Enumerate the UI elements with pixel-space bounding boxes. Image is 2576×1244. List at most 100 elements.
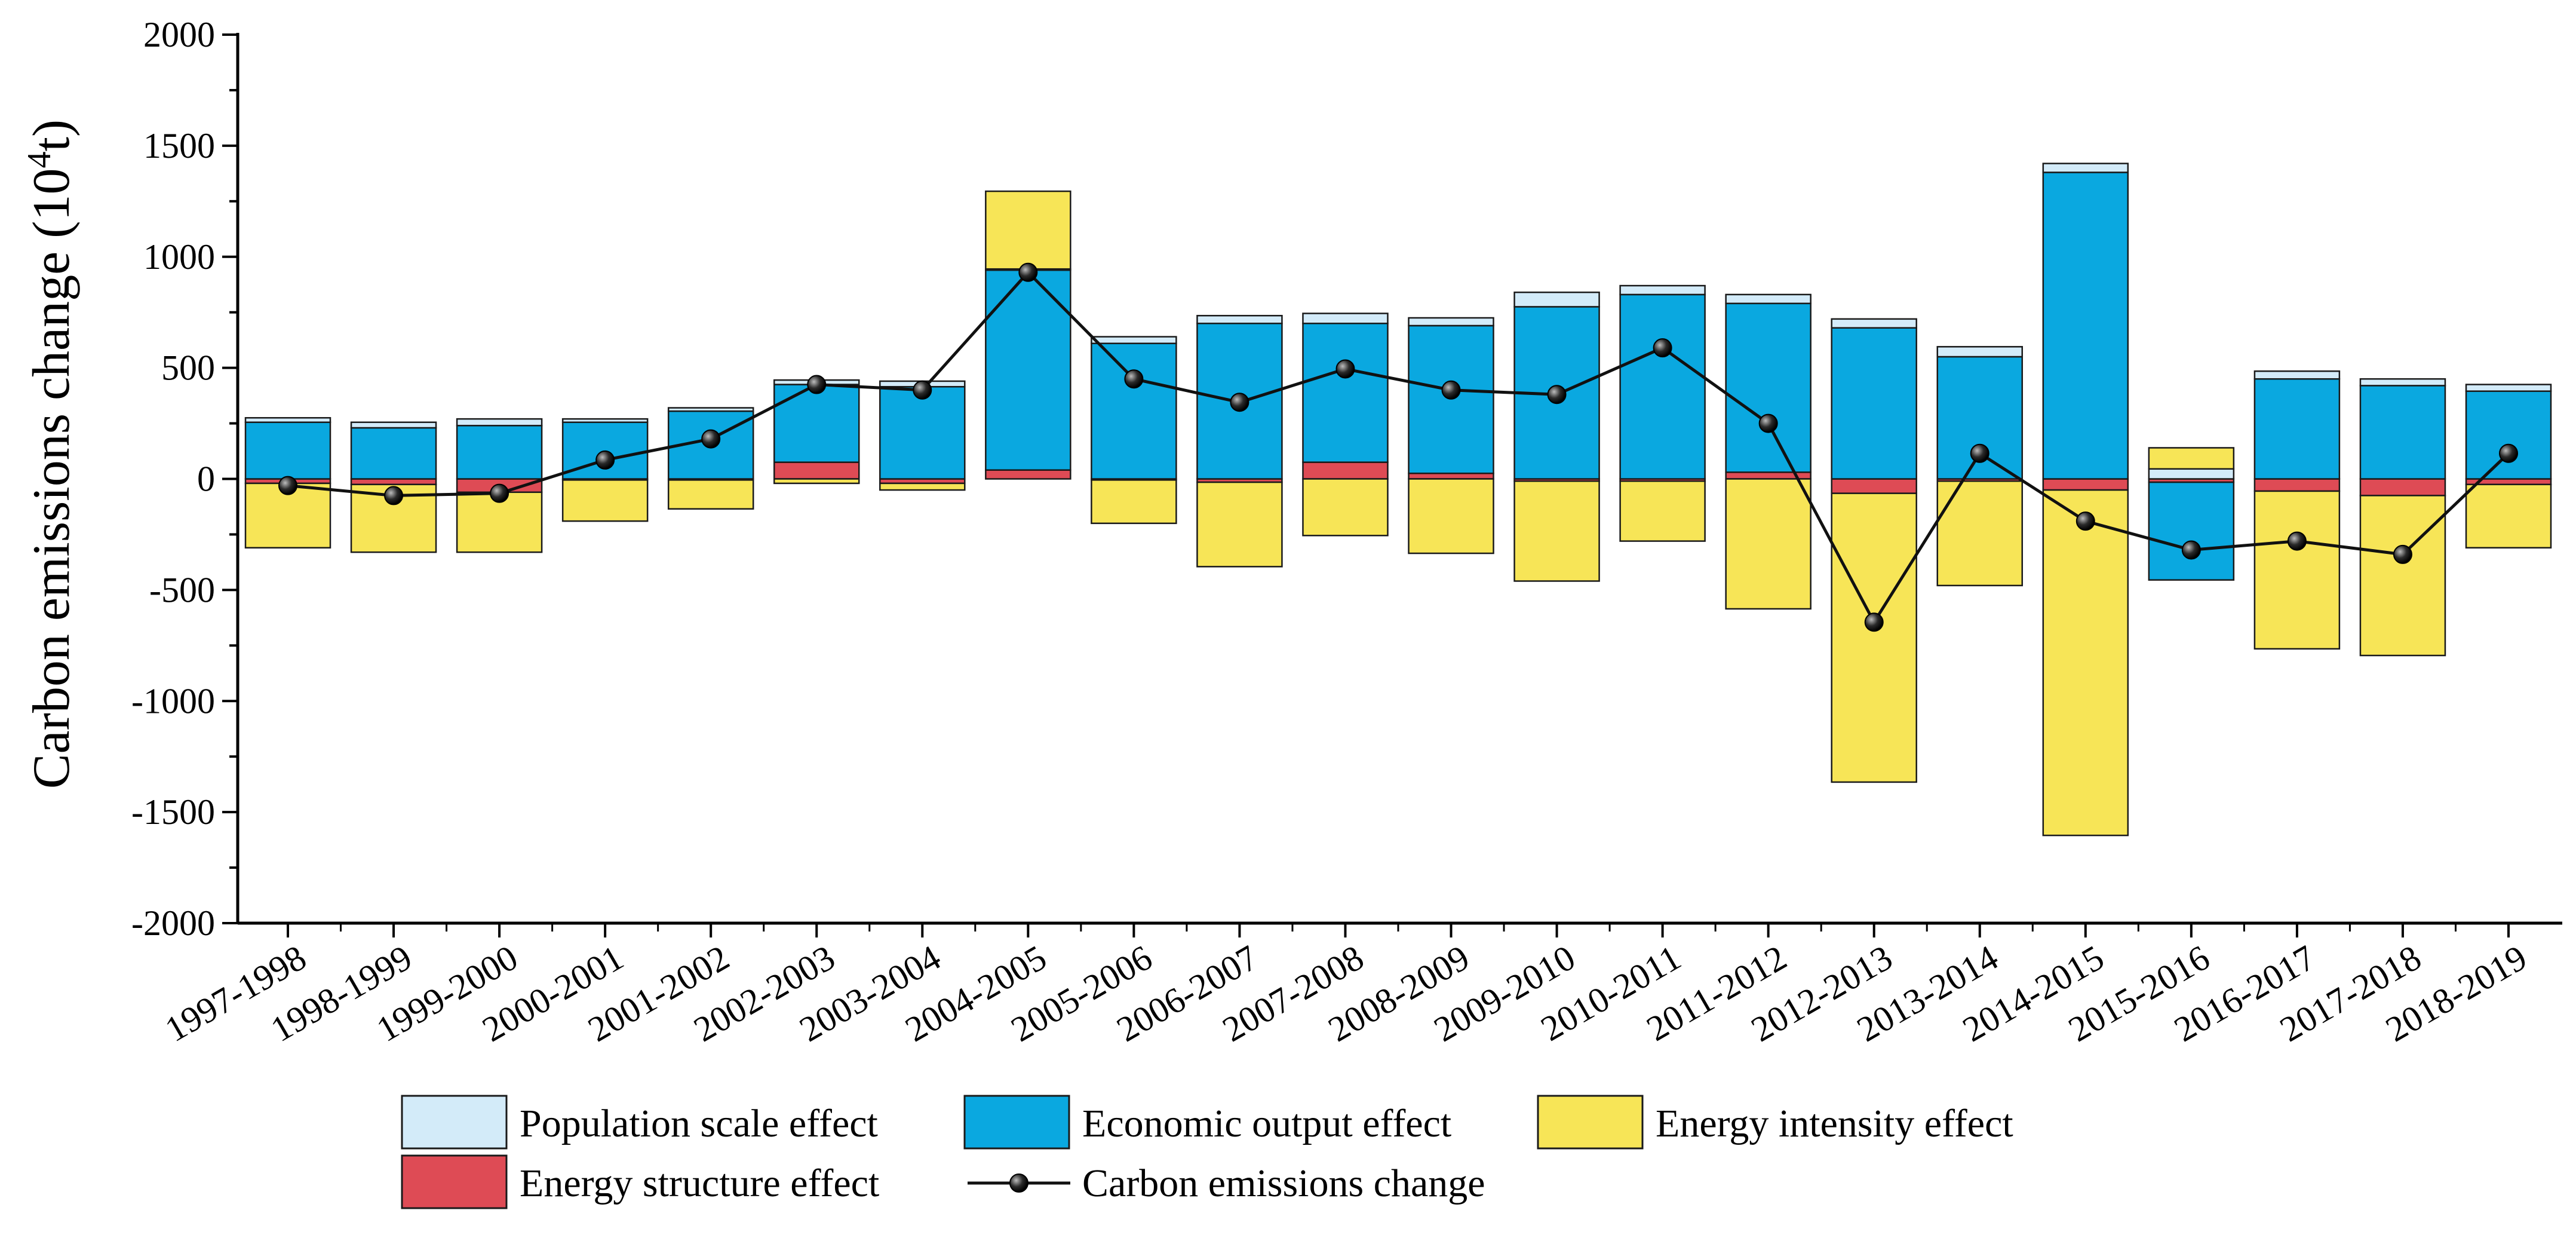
bar-energy-intensity-effect-2017-2018 [2359, 495, 2446, 657]
bar-energy-structure-effect-2002-2003 [773, 461, 860, 480]
bars-layer [244, 163, 2552, 837]
point-carbon-emissions-change-1998-1999 [384, 486, 404, 505]
bar-energy-intensity-effect-2007-2008 [1302, 478, 1389, 537]
y-tick-label-500: 500 [161, 348, 215, 388]
bar-energy-structure-effect-2014-2015 [2042, 478, 2129, 491]
point-carbon-emissions-change-2008-2009 [1441, 380, 1461, 400]
legend-entry-energy-intensity-effect-label: Energy intensity effect [1656, 1102, 2013, 1145]
bar-economic-output-effect-2018-2019 [2465, 390, 2552, 480]
bar-economic-output-effect-2017-2018 [2359, 385, 2446, 480]
bar-economic-output-effect-2002-2003 [773, 384, 860, 463]
bar-population-scale-effect-2014-2015 [2042, 163, 2129, 173]
legend-entry-economic-output-effect-label: Economic output effect [1082, 1102, 1451, 1145]
bar-population-scale-effect-2016-2017 [2253, 370, 2341, 380]
bar-population-scale-effect-2008-2009 [1408, 317, 1494, 327]
bar-population-scale-effect-2012-2013 [1831, 318, 1917, 329]
legend-entry-carbon-emissions-change-label: Carbon emissions change [1082, 1162, 1485, 1205]
bar-economic-output-effect-1998-1999 [350, 427, 437, 480]
legend-entry-energy-structure-effect-label: Energy structure effect [520, 1162, 879, 1205]
point-carbon-emissions-change-2016-2017 [2287, 531, 2307, 551]
y-axis-title: Carbon emissions change (104t) [21, 120, 81, 789]
bar-energy-intensity-effect-2003-2004 [879, 482, 966, 491]
bar-population-scale-effect-2013-2014 [1936, 346, 2024, 358]
bar-economic-output-effect-2016-2017 [2253, 378, 2341, 480]
bar-economic-output-effect-1999-2000 [456, 425, 543, 480]
y-tick-label-1500: 1500 [143, 126, 215, 166]
bar-population-scale-effect-1998-1999 [350, 421, 437, 429]
bar-energy-structure-effect-1998-1999 [350, 478, 437, 486]
point-carbon-emissions-change-2009-2010 [1547, 385, 1567, 405]
bar-energy-intensity-effect-2011-2012 [1725, 478, 1812, 610]
bar-population-scale-effect-2007-2008 [1302, 312, 1389, 324]
bar-energy-structure-effect-2012-2013 [1831, 478, 1917, 494]
bar-energy-intensity-effect-2005-2006 [1091, 479, 1177, 525]
bar-population-scale-effect-2018-2019 [2465, 384, 2552, 392]
legend-entry-energy-intensity-effect-swatch [1537, 1095, 1644, 1150]
bar-energy-intensity-effect-1997-1998 [244, 482, 331, 549]
bar-energy-intensity-effect-2018-2019 [2465, 483, 2552, 549]
bar-economic-output-effect-2010-2011 [1619, 293, 1706, 480]
legend: Population scale effect Economic output e… [401, 1095, 2013, 1209]
point-carbon-emissions-change-1997-1998 [278, 476, 297, 495]
bar-energy-intensity-effect-2008-2009 [1408, 478, 1494, 554]
y-tick-label--1500: -1500 [131, 792, 215, 832]
bar-energy-intensity-effect-2013-2014 [1936, 480, 2024, 587]
point-carbon-emissions-change-2001-2002 [701, 429, 721, 449]
bar-population-scale-effect-2001-2002 [667, 407, 754, 412]
point-carbon-emissions-change-2007-2008 [1335, 359, 1355, 379]
bar-energy-structure-effect-2007-2008 [1302, 461, 1389, 480]
legend-entry-economic-output-effect-swatch [963, 1095, 1070, 1150]
bar-population-scale-effect-2000-2001 [561, 418, 649, 423]
bar-economic-output-effect-1997-1998 [244, 421, 331, 480]
bar-economic-output-effect-2011-2012 [1725, 302, 1812, 473]
point-carbon-emissions-change-2015-2016 [2181, 540, 2201, 560]
point-carbon-emissions-change-2011-2012 [1758, 413, 1778, 433]
point-carbon-emissions-change-2005-2006 [1124, 369, 1144, 389]
bar-economic-output-effect-2004-2005 [985, 269, 1071, 471]
bar-energy-structure-effect-2008-2009 [1408, 472, 1494, 480]
bar-energy-intensity-effect-2010-2011 [1619, 480, 1706, 542]
bar-energy-intensity-effect-2012-2013 [1831, 492, 1917, 783]
point-carbon-emissions-change-2003-2004 [913, 380, 932, 400]
y-tick-label--1000: -1000 [131, 681, 215, 721]
bar-population-scale-effect-2006-2007 [1196, 315, 1283, 324]
point-carbon-emissions-change-1999-2000 [490, 483, 509, 503]
bar-energy-intensity-effect-2000-2001 [561, 479, 649, 522]
y-tick-label--500: -500 [149, 570, 215, 609]
bar-energy-intensity-effect-2014-2015 [2042, 489, 2129, 837]
y-tick-label--2000: -2000 [131, 903, 215, 943]
bar-population-scale-effect-1997-1998 [244, 417, 331, 423]
bar-energy-structure-effect-2017-2018 [2359, 478, 2446, 497]
bar-economic-output-effect-2015-2016 [2148, 481, 2235, 581]
bar-energy-intensity-effect-2002-2003 [773, 478, 860, 485]
bar-economic-output-effect-2012-2013 [1831, 327, 1917, 480]
point-carbon-emissions-change-2014-2015 [2075, 511, 2095, 531]
bar-economic-output-effect-2014-2015 [2042, 171, 2129, 480]
point-carbon-emissions-change-2017-2018 [2393, 544, 2412, 564]
bar-energy-structure-effect-2004-2005 [985, 469, 1071, 480]
bar-economic-output-effect-2007-2008 [1302, 323, 1389, 463]
point-carbon-emissions-change-2004-2005 [1018, 262, 1038, 282]
y-tick-label-0: 0 [197, 459, 215, 499]
bar-population-scale-effect-2010-2011 [1619, 284, 1706, 296]
point-carbon-emissions-change-2002-2003 [807, 375, 827, 394]
bar-energy-intensity-effect-2015-2016 [2148, 447, 2235, 470]
point-carbon-emissions-change-2012-2013 [1864, 612, 1884, 632]
point-carbon-emissions-change-2010-2011 [1653, 338, 1672, 358]
bar-energy-intensity-effect-2016-2017 [2253, 490, 2341, 650]
point-carbon-emissions-change-2000-2001 [595, 450, 615, 470]
y-tick-label-2000: 2000 [143, 15, 215, 54]
bar-energy-intensity-effect-2004-2005 [985, 190, 1071, 270]
legend-entry-energy-structure-effect-swatch [401, 1154, 508, 1209]
point-carbon-emissions-change-2006-2007 [1230, 393, 1249, 412]
legend-entry-carbon-emissions-change-marker [1009, 1173, 1028, 1193]
bar-population-scale-effect-2009-2010 [1513, 291, 1600, 308]
point-carbon-emissions-change-2013-2014 [1970, 443, 1989, 463]
bar-energy-intensity-effect-2001-2002 [667, 479, 754, 510]
bar-energy-intensity-effect-2006-2007 [1196, 481, 1283, 568]
bar-energy-structure-effect-2016-2017 [2253, 478, 2341, 492]
bar-economic-output-effect-2005-2006 [1091, 342, 1177, 480]
bar-economic-output-effect-2003-2004 [879, 385, 966, 480]
